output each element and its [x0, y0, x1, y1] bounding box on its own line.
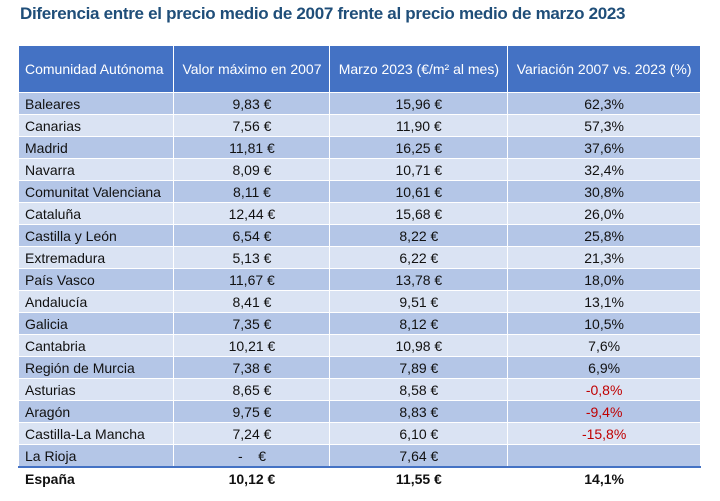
table-row: España 10,12 €11,55 €14,1%: [17, 466, 701, 490]
table-cell: 13,78 €: [329, 268, 509, 291]
table-row: Andalucía 8,41 €9,51 €13,1%: [17, 290, 701, 313]
table-cell: 16,25 €: [329, 136, 509, 159]
table-cell: 6,9%: [507, 356, 701, 379]
table-row: Aragón 9,75 €8,83 € -9,4%: [17, 400, 701, 423]
table-cell: 37,6%: [507, 136, 701, 159]
table-cell: - €: [173, 444, 331, 468]
table-cell: Región de Murcia: [17, 356, 175, 379]
table-cell: Navarra: [17, 158, 175, 181]
table-row: Cantabria 10,21 €10,98 €7,6%: [17, 334, 701, 357]
table-cell: 9,75 €: [173, 400, 331, 423]
table-cell: 11,67 €: [173, 268, 331, 291]
table-cell: 6,22 €: [329, 246, 509, 269]
table-cell: 26,0%: [507, 202, 701, 225]
table-cell: 11,90 €: [329, 114, 509, 137]
table-cell: 7,24 €: [173, 422, 331, 445]
table-cell: 9,51 €: [329, 290, 509, 313]
table-cell: 10,98 €: [329, 334, 509, 357]
header-cell: Variación 2007 vs. 2023 (%): [507, 45, 701, 93]
table-cell: 8,58 €: [329, 378, 509, 401]
table-row: Madrid 11,81 €16,25 €37,6%: [17, 136, 701, 159]
table-cell: 5,13 €: [173, 246, 331, 269]
table-cell: 9,83 €: [173, 92, 331, 115]
table-cell: 62,3%: [507, 92, 701, 115]
table-cell: 14,1%: [507, 466, 701, 490]
table-row: Canarias 7,56 €11,90 €57,3%: [17, 114, 701, 137]
table-cell: 11,81 €: [173, 136, 331, 159]
table-cell: 7,38 €: [173, 356, 331, 379]
table-cell: 6,10 €: [329, 422, 509, 445]
table-cell: 7,35 €: [173, 312, 331, 335]
table-row: Comunitat Valenciana 8,11 €10,61 €30,8%: [17, 180, 701, 203]
table-cell: Extremadura: [17, 246, 175, 269]
table-row: Extremadura 5,13 €6,22 €21,3%: [17, 246, 701, 269]
table-cell: 10,61 €: [329, 180, 509, 203]
table-cell: -15,8%: [507, 422, 701, 445]
table-body: Baleares 9,83 €15,96 €62,3% Canarias 7,56 €…: [17, 92, 701, 490]
table-cell: 57,3%: [507, 114, 701, 137]
table-cell: -9,4%: [507, 400, 701, 423]
table-row: La Rioja - €7,64 €: [17, 444, 701, 468]
header-cell: Valor máximo en 2007: [173, 45, 331, 93]
table-cell: País Vasco: [17, 268, 175, 291]
table-cell: Aragón: [17, 400, 175, 423]
price-table: Comunidad Autónoma Valor máximo en 2007 Ma…: [17, 45, 701, 490]
header-row: Comunidad Autónoma Valor máximo en 2007 Ma…: [17, 45, 701, 93]
table-cell: 15,96 €: [329, 92, 509, 115]
table-cell: España: [17, 466, 175, 490]
table-cell: 30,8%: [507, 180, 701, 203]
table-cell: 11,55 €: [329, 466, 509, 490]
table-cell: -0,8%: [507, 378, 701, 401]
table-cell: Cantabria: [17, 334, 175, 357]
table-cell: [507, 444, 701, 468]
table-row: Castilla-La Mancha 7,24 €6,10 € -15,8%: [17, 422, 701, 445]
table-cell: 10,71 €: [329, 158, 509, 181]
table-cell: 7,56 €: [173, 114, 331, 137]
table-cell: 8,09 €: [173, 158, 331, 181]
table-row: Castilla y León 6,54 €8,22 €25,8%: [17, 224, 701, 247]
table-cell: Madrid: [17, 136, 175, 159]
header-cell: Marzo 2023 (€/m² al mes): [329, 45, 509, 93]
table-cell: 25,8%: [507, 224, 701, 247]
table-cell: Comunitat Valenciana: [17, 180, 175, 203]
table-row: Galicia 7,35 €8,12 €10,5%: [17, 312, 701, 335]
table-cell: Asturias: [17, 378, 175, 401]
table-cell: 10,12 €: [173, 466, 331, 490]
header-cell: Comunidad Autónoma: [17, 45, 175, 93]
table-cell: 6,54 €: [173, 224, 331, 247]
table-row: Asturias 8,65 €8,58 € -0,8%: [17, 378, 701, 401]
table-cell: 13,1%: [507, 290, 701, 313]
table-cell: Galicia: [17, 312, 175, 335]
table-cell: Cataluña: [17, 202, 175, 225]
table-cell: 18,0%: [507, 268, 701, 291]
table-cell: La Rioja: [17, 444, 175, 468]
table-cell: 21,3%: [507, 246, 701, 269]
table-cell: 8,11 €: [173, 180, 331, 203]
table-cell: Andalucía: [17, 290, 175, 313]
table-cell: 10,21 €: [173, 334, 331, 357]
table-cell: 7,6%: [507, 334, 701, 357]
table-cell: Canarias: [17, 114, 175, 137]
table-row: Baleares 9,83 €15,96 €62,3%: [17, 92, 701, 115]
table-cell: 8,83 €: [329, 400, 509, 423]
table-cell: 10,5%: [507, 312, 701, 335]
table-cell: Castilla y León: [17, 224, 175, 247]
table-row: Navarra 8,09 €10,71 €32,4%: [17, 158, 701, 181]
table-cell: 32,4%: [507, 158, 701, 181]
table-cell: 8,65 €: [173, 378, 331, 401]
table-cell: Castilla-La Mancha: [17, 422, 175, 445]
title: Diferencia entre el precio medio de 2007…: [20, 4, 626, 23]
table-cell: 12,44 €: [173, 202, 331, 225]
table-row: País Vasco 11,67 €13,78 €18,0%: [17, 268, 701, 291]
table-row: Cataluña 12,44 €15,68 €26,0%: [17, 202, 701, 225]
table-cell: 8,41 €: [173, 290, 331, 313]
table-cell: Baleares: [17, 92, 175, 115]
table-row: Región de Murcia 7,38 €7,89 €6,9%: [17, 356, 701, 379]
table-cell: 15,68 €: [329, 202, 509, 225]
table-cell: 7,64 €: [329, 444, 509, 468]
table-cell: 8,22 €: [329, 224, 509, 247]
table-cell: 7,89 €: [329, 356, 509, 379]
table-cell: 8,12 €: [329, 312, 509, 335]
